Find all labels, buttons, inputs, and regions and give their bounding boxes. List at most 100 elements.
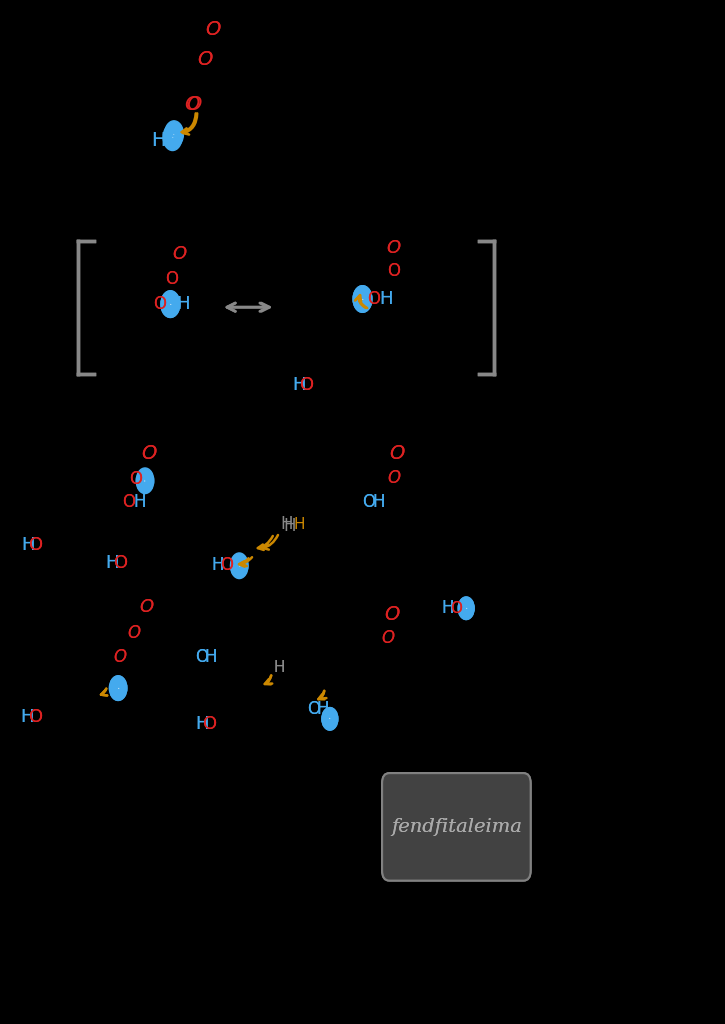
Text: H: H bbox=[293, 376, 306, 394]
Text: H: H bbox=[273, 660, 285, 675]
Text: H: H bbox=[195, 715, 208, 733]
Text: O: O bbox=[387, 469, 400, 487]
Text: H: H bbox=[273, 660, 285, 675]
Circle shape bbox=[161, 291, 180, 317]
Text: O: O bbox=[220, 556, 233, 574]
Text: H: H bbox=[20, 708, 33, 726]
Text: O: O bbox=[362, 493, 375, 511]
Text: H: H bbox=[294, 517, 305, 531]
FancyBboxPatch shape bbox=[382, 773, 531, 881]
Text: O: O bbox=[203, 715, 218, 733]
Text: H: H bbox=[283, 517, 297, 536]
Text: H: H bbox=[20, 708, 33, 726]
Text: O: O bbox=[307, 699, 320, 718]
Circle shape bbox=[458, 597, 474, 620]
Text: O: O bbox=[173, 245, 187, 263]
Text: H: H bbox=[380, 290, 393, 308]
Text: H: H bbox=[176, 295, 189, 313]
Text: O: O bbox=[123, 493, 136, 511]
Text: +: + bbox=[465, 607, 467, 609]
Text: O: O bbox=[165, 269, 178, 288]
Text: O: O bbox=[220, 556, 233, 574]
Text: H: H bbox=[372, 493, 385, 511]
Circle shape bbox=[163, 124, 182, 151]
Text: +: + bbox=[117, 687, 119, 689]
Text: O: O bbox=[139, 598, 154, 616]
Circle shape bbox=[231, 554, 248, 579]
Text: +: + bbox=[173, 133, 175, 135]
Text: O: O bbox=[186, 95, 202, 114]
Text: H: H bbox=[176, 295, 189, 313]
Text: fendfitaleima: fendfitaleima bbox=[391, 818, 522, 836]
Circle shape bbox=[136, 468, 154, 493]
Text: H: H bbox=[211, 556, 224, 574]
Text: H: H bbox=[211, 556, 224, 574]
Circle shape bbox=[109, 676, 127, 700]
Text: O: O bbox=[386, 239, 401, 257]
Circle shape bbox=[136, 469, 154, 494]
Text: O: O bbox=[195, 648, 208, 667]
Text: +: + bbox=[172, 136, 173, 138]
Text: O: O bbox=[129, 470, 142, 488]
Text: +: + bbox=[329, 718, 331, 720]
Text: O: O bbox=[173, 245, 187, 263]
FancyBboxPatch shape bbox=[382, 773, 531, 881]
Text: +: + bbox=[239, 565, 240, 567]
Text: O: O bbox=[141, 444, 157, 463]
Circle shape bbox=[322, 708, 338, 730]
Circle shape bbox=[353, 286, 372, 312]
Text: O: O bbox=[307, 699, 320, 718]
Text: O: O bbox=[381, 629, 394, 647]
Text: O: O bbox=[113, 648, 126, 667]
Text: H: H bbox=[21, 536, 34, 554]
Text: O: O bbox=[29, 708, 44, 726]
Text: O: O bbox=[114, 554, 128, 572]
Circle shape bbox=[458, 597, 474, 620]
Text: O: O bbox=[29, 536, 44, 554]
Text: O: O bbox=[450, 601, 462, 615]
Text: H: H bbox=[316, 699, 329, 718]
Text: H: H bbox=[204, 648, 218, 667]
Text: O: O bbox=[184, 95, 200, 114]
Text: H: H bbox=[106, 554, 119, 572]
Text: H: H bbox=[441, 599, 454, 617]
Text: O: O bbox=[113, 648, 126, 667]
Text: H: H bbox=[316, 699, 329, 718]
Text: H: H bbox=[133, 493, 146, 511]
Text: fendfitaleima: fendfitaleima bbox=[391, 818, 522, 836]
Text: O: O bbox=[29, 708, 44, 726]
Text: H: H bbox=[133, 493, 146, 511]
Text: O: O bbox=[203, 715, 218, 733]
Text: O: O bbox=[29, 536, 44, 554]
Text: O: O bbox=[114, 554, 128, 572]
Text: O: O bbox=[386, 239, 401, 257]
Text: +: + bbox=[329, 718, 331, 720]
Text: +: + bbox=[117, 687, 119, 689]
Text: +: + bbox=[170, 303, 171, 305]
Text: H: H bbox=[441, 599, 454, 617]
Text: O: O bbox=[384, 605, 399, 624]
Text: +: + bbox=[170, 303, 171, 305]
Text: H: H bbox=[151, 131, 165, 150]
Text: O: O bbox=[300, 376, 315, 394]
Circle shape bbox=[165, 121, 183, 147]
Text: O: O bbox=[367, 290, 380, 308]
Text: O: O bbox=[141, 444, 157, 463]
Text: O: O bbox=[362, 493, 375, 511]
Text: O: O bbox=[204, 20, 220, 39]
Text: O: O bbox=[389, 444, 405, 463]
Circle shape bbox=[231, 553, 248, 578]
Text: H: H bbox=[21, 536, 34, 554]
Text: H: H bbox=[151, 131, 165, 150]
Text: O: O bbox=[197, 50, 213, 69]
Text: O: O bbox=[195, 648, 208, 667]
Text: O: O bbox=[129, 470, 142, 488]
Text: O: O bbox=[381, 629, 394, 647]
Text: O: O bbox=[153, 295, 166, 313]
Text: +: + bbox=[465, 607, 467, 609]
Text: H: H bbox=[195, 715, 208, 733]
Text: O: O bbox=[389, 444, 405, 463]
Text: +: + bbox=[239, 564, 240, 566]
Text: O: O bbox=[204, 20, 220, 39]
Text: O: O bbox=[387, 469, 400, 487]
